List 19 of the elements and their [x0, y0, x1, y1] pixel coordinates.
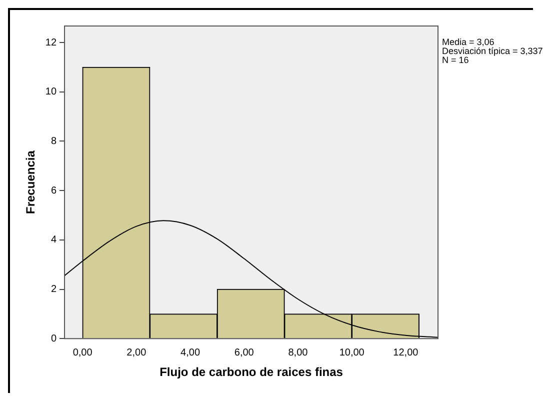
- y-tick-label: 10: [45, 86, 57, 98]
- x-axis-title: Flujo de carbono de raices finas: [160, 365, 344, 380]
- x-tick-label: 12,00: [393, 347, 419, 358]
- x-tick-label: 2,00: [126, 347, 147, 358]
- y-tick-label: 2: [50, 284, 57, 296]
- y-tick-label: 0: [50, 333, 57, 344]
- x-tick-label: 8,00: [288, 347, 308, 358]
- x-tick-label: 4,00: [180, 347, 200, 358]
- x-tick-label: 0,00: [72, 347, 93, 358]
- text: N = 16: [442, 55, 470, 65]
- x-tick-label: 6,00: [234, 347, 254, 358]
- x-tick-label: 10,00: [339, 347, 365, 358]
- y-tick-label: 12: [45, 37, 57, 48]
- text: Media = 3,06: [442, 37, 496, 47]
- y-tick-label: 8: [50, 136, 57, 147]
- y-axis-title: Frecuencia: [24, 150, 38, 214]
- y-tick-label: 4: [50, 234, 57, 246]
- text: Desviación típica = 3,337: [442, 46, 543, 56]
- y-tick-label: 6: [50, 185, 57, 196]
